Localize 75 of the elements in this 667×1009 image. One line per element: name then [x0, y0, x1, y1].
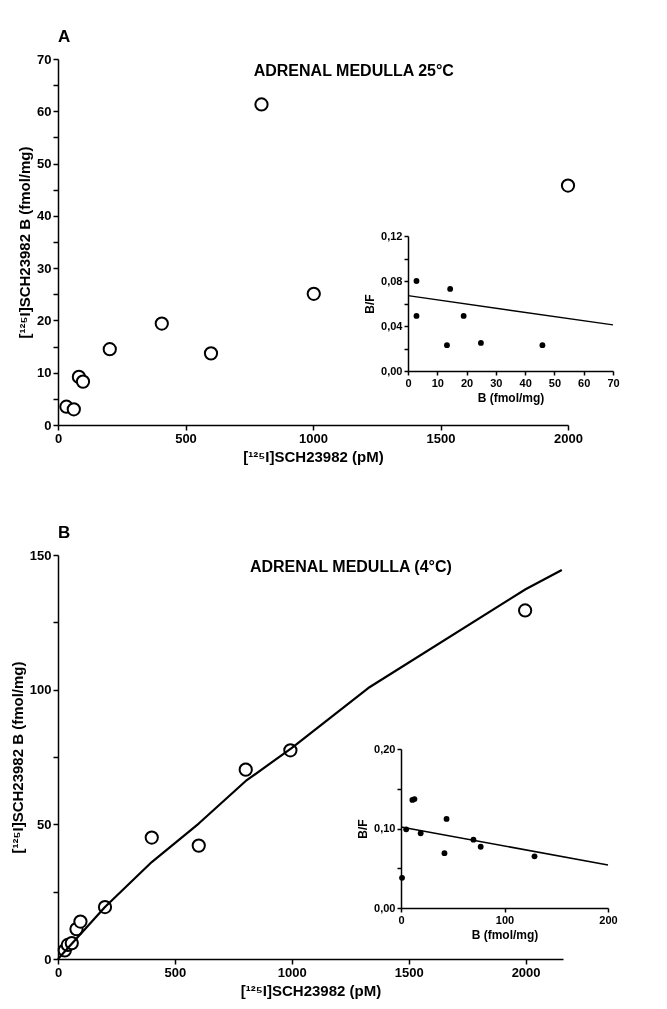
point	[66, 402, 81, 417]
x-tick-label: 2000	[554, 430, 583, 446]
point	[518, 603, 533, 618]
point	[447, 285, 454, 292]
x-tick-label: 1500	[426, 430, 456, 446]
x-tick-label: 1000	[277, 964, 307, 980]
x-tick-label: 20	[460, 376, 474, 389]
x-tick-label: 50	[548, 376, 562, 389]
point	[191, 838, 206, 853]
x-tick-label: 0	[405, 376, 412, 389]
x-tick-label: 500	[175, 430, 197, 446]
point	[413, 278, 420, 284]
x-tick-label: 100	[495, 913, 515, 926]
y-tick-label: 0	[44, 417, 52, 433]
point	[413, 312, 420, 319]
y-tick-label: 0,10	[374, 822, 396, 834]
x-tick-label: 500	[164, 964, 187, 980]
x-tick-label: 2000	[511, 964, 541, 980]
point	[560, 178, 576, 193]
point	[306, 286, 321, 301]
y-tick-label: 0,00	[374, 901, 396, 914]
point	[478, 339, 484, 346]
x-axis-title: [¹²⁵I]SCH23982 (pM)	[243, 447, 384, 465]
point	[444, 342, 450, 349]
point	[441, 850, 448, 857]
y-tick-label: 0,20	[374, 742, 396, 755]
point	[144, 830, 159, 845]
point	[460, 312, 467, 319]
x-tick-label: 1500	[394, 964, 424, 980]
y-axis-title: [¹²⁵I]SCH23982 B (fmol/mg)	[16, 146, 34, 339]
y-tick-label: 70	[37, 51, 52, 67]
point	[73, 914, 88, 929]
chart-title: ADRENAL MEDULLA 25°C	[253, 62, 455, 79]
y-axis-title: B/F	[363, 294, 378, 314]
x-tick-label: 10	[431, 376, 444, 389]
y-tick-label: 0,12	[381, 229, 403, 242]
x-tick-label: 60	[578, 376, 591, 389]
y-axis-title: [¹²⁵I]SCH23982 B (fmol/mg)	[8, 661, 26, 854]
y-axis-title: B/F	[356, 819, 371, 839]
point	[539, 342, 546, 349]
x-tick-label: 1000	[299, 430, 328, 446]
x-tick-label: 200	[599, 913, 618, 926]
x-tick-label: 0	[54, 964, 63, 980]
y-tick-label: 150	[29, 547, 52, 563]
x-tick-label: 70	[607, 376, 620, 389]
point	[254, 97, 269, 112]
x-tick-label: 40	[519, 376, 532, 389]
y-tick-label: 50	[37, 816, 52, 832]
text: A	[58, 27, 71, 46]
point	[238, 762, 253, 777]
chart-title: ADRENAL MEDULLA (4°C)	[249, 558, 452, 575]
y-tick-label: 100	[29, 682, 52, 698]
point	[203, 346, 219, 361]
point	[154, 316, 169, 331]
point	[399, 874, 405, 881]
x-axis-title: B (fmol/mg)	[471, 927, 539, 942]
x-axis-title: B (fmol/mg)	[477, 390, 545, 405]
y-tick-label: 60	[37, 103, 52, 119]
text: B	[58, 523, 71, 542]
y-tick-label: 0,08	[381, 274, 403, 287]
point	[75, 374, 91, 389]
y-tick-label: 40	[37, 208, 52, 224]
y-tick-label: 0,00	[381, 364, 403, 377]
x-tick-label: 30	[490, 376, 503, 389]
y-tick-label: 50	[37, 156, 52, 172]
point	[102, 342, 117, 357]
x-tick-label: 0	[54, 430, 63, 446]
y-tick-label: 0,04	[381, 319, 404, 332]
x-axis-title: [¹²⁵I]SCH23982 (pM)	[240, 981, 382, 999]
y-tick-label: 20	[37, 312, 52, 328]
y-tick-label: 0	[44, 951, 52, 967]
point	[477, 843, 484, 850]
y-tick-label: 30	[37, 260, 52, 276]
point	[443, 816, 450, 822]
point	[531, 853, 538, 860]
